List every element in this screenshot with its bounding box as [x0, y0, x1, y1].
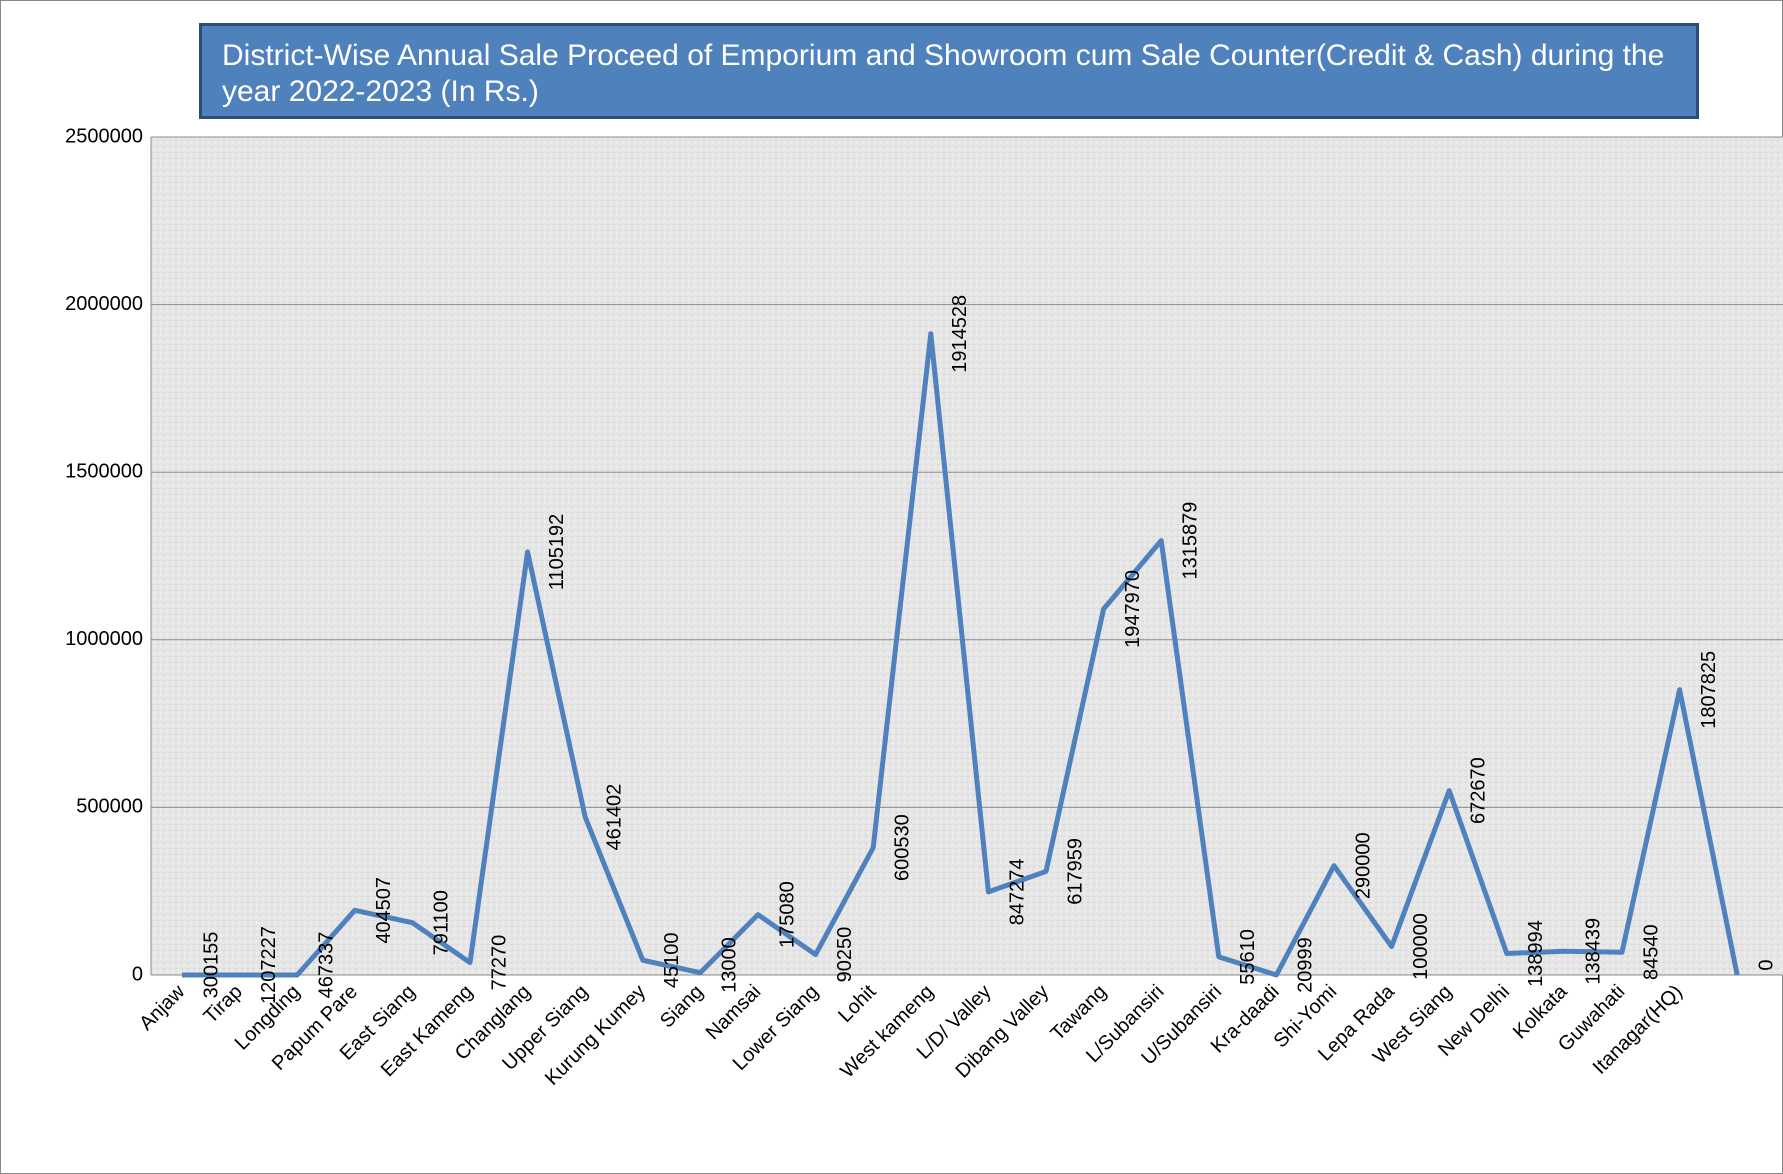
- plot-area: [151, 137, 1783, 975]
- data-label: 45100: [661, 932, 683, 988]
- data-label: 1914528: [949, 295, 971, 373]
- data-label: 791100: [431, 890, 453, 955]
- data-label: 138994: [1525, 920, 1547, 987]
- data-label: 847274: [1007, 858, 1029, 925]
- data-label: 175080: [776, 881, 798, 948]
- data-label: 467337: [315, 932, 337, 999]
- data-label: 617959: [1064, 838, 1086, 905]
- x-tick-label: Lohit: [834, 980, 881, 1027]
- data-label: 90250: [834, 927, 856, 983]
- data-label: 0: [1755, 959, 1777, 970]
- y-tick-label: 500000: [76, 796, 143, 818]
- data-label: 100000: [1410, 913, 1432, 980]
- data-label: 1315879: [1179, 502, 1201, 580]
- y-tick-label: 2000000: [65, 293, 143, 315]
- chart-title: District-Wise Annual Sale Proceed of Emp…: [199, 23, 1699, 119]
- data-label: 672670: [1467, 757, 1489, 824]
- x-tick-label: Kurung Kumey: [541, 981, 650, 1090]
- data-line: [182, 331, 1740, 978]
- x-tick-label: Anjaw: [135, 980, 189, 1034]
- data-label: 138439: [1583, 918, 1605, 985]
- data-label: 20999: [1295, 937, 1317, 993]
- data-label: 1207227: [258, 926, 280, 1004]
- data-label: 77270: [488, 935, 510, 991]
- data-label: 600530: [891, 814, 913, 881]
- data-label: 13000: [719, 937, 741, 993]
- y-tick-label: 2500000: [65, 125, 143, 147]
- data-label: 84540: [1640, 924, 1662, 980]
- y-tick-label: 1000000: [65, 628, 143, 650]
- data-label: 55610: [1237, 929, 1259, 985]
- data-label: 290000: [1352, 832, 1374, 899]
- data-label: 461402: [603, 784, 625, 851]
- data-label: 1807825: [1698, 651, 1720, 729]
- data-label: 1105192: [546, 514, 568, 590]
- data-label: 1947970: [1122, 570, 1144, 648]
- y-tick-label: 1500000: [65, 460, 143, 482]
- data-label: 404507: [373, 877, 395, 944]
- data-label: 300155: [200, 932, 222, 999]
- y-tick-label: 0: [132, 963, 143, 985]
